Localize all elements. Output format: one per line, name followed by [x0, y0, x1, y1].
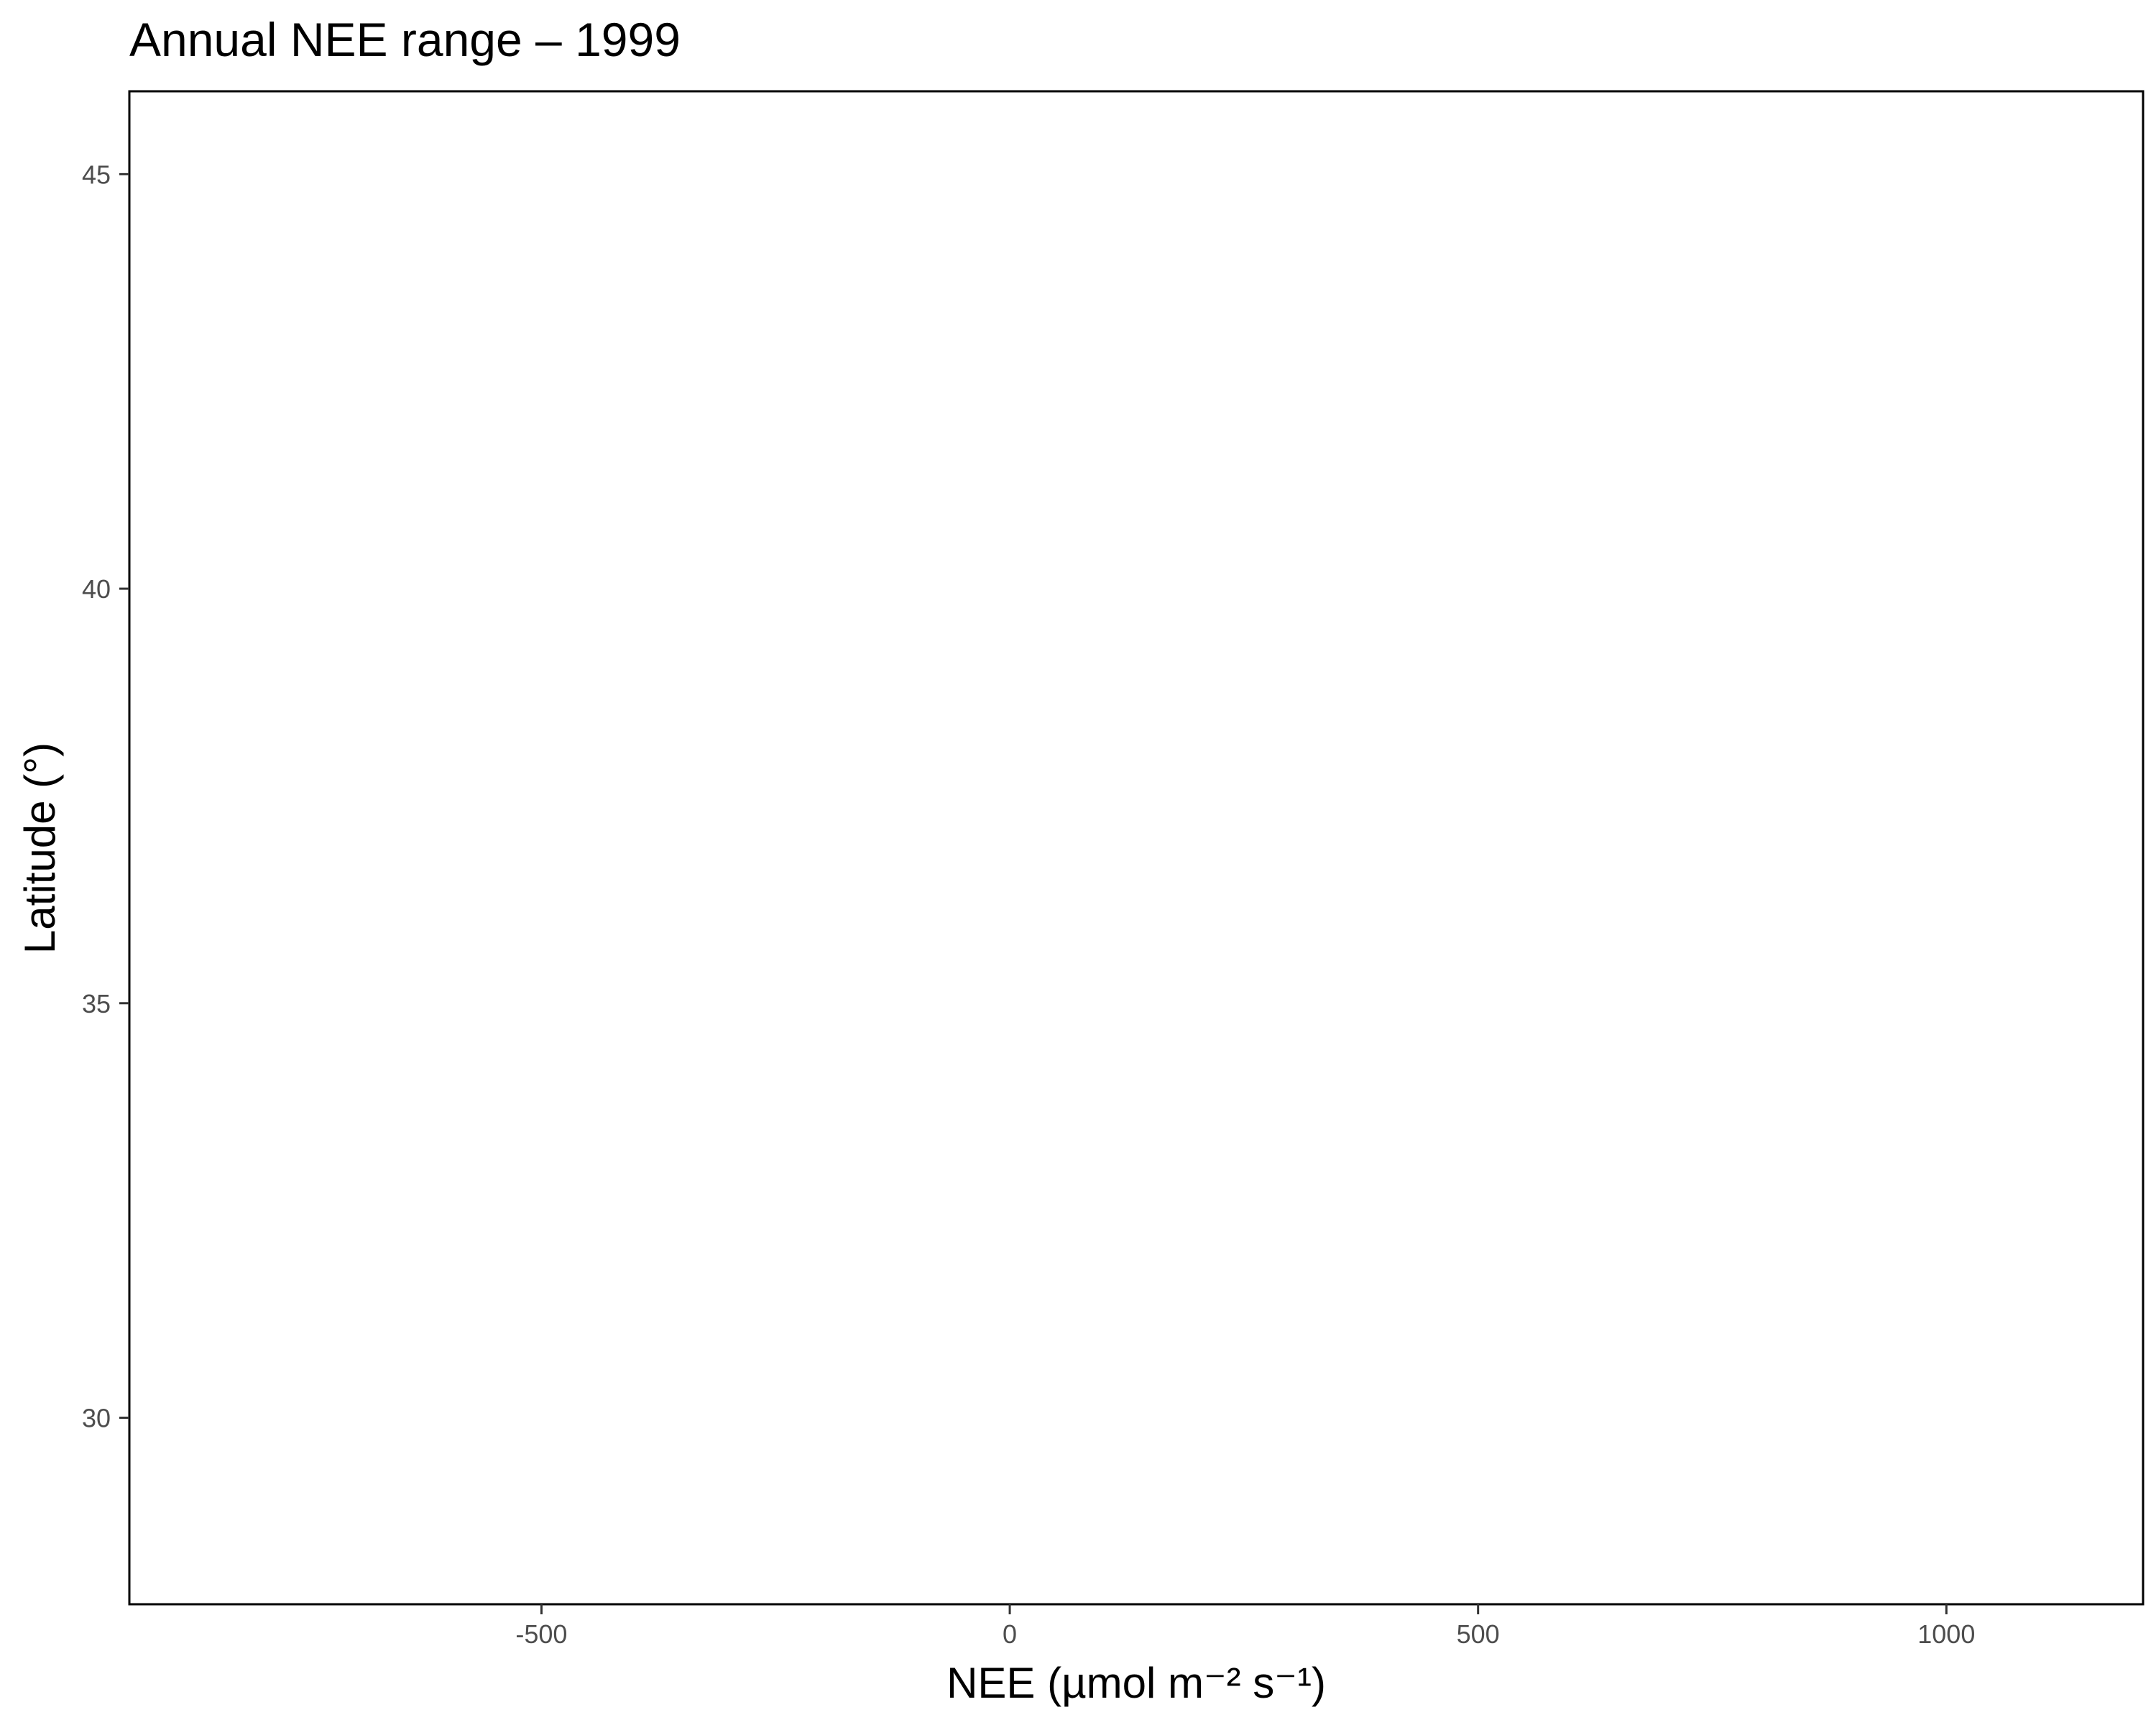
x-tick-label: 500 [1457, 1619, 1500, 1649]
y-axis-label: Latitude (°) [16, 742, 64, 954]
x-tick-label: 1000 [1917, 1619, 1975, 1649]
chart-title: Annual NEE range – 1999 [129, 13, 681, 66]
y-tick-label: 30 [82, 1403, 111, 1432]
y-tick-label: 35 [82, 989, 111, 1018]
x-axis-ticks: -500 0 500 1000 [515, 1604, 1975, 1649]
y-axis-ticks: 30 35 40 45 [82, 160, 129, 1432]
plot-panel [128, 90, 2145, 1606]
x-tick-label: -500 [515, 1619, 567, 1649]
x-axis-label: NEE (µmol m⁻² s⁻¹) [946, 1659, 1326, 1707]
x-tick-label: 0 [1003, 1619, 1017, 1649]
y-tick-label: 45 [82, 160, 111, 189]
y-tick-label: 40 [82, 574, 111, 604]
